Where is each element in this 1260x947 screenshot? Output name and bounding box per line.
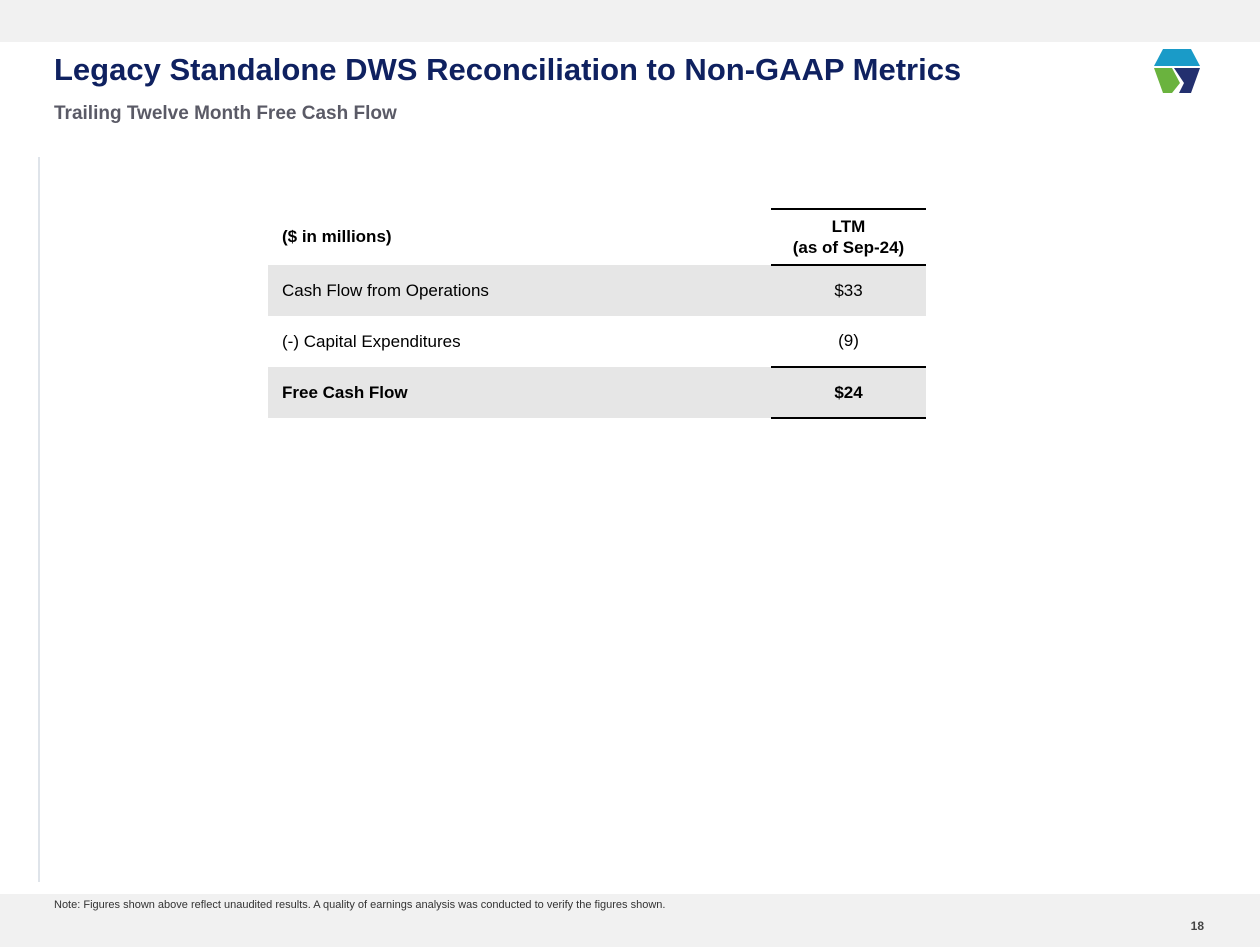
table-row-cash-flow-from-operations: Cash Flow from Operations $33 xyxy=(268,265,926,316)
row-label: Free Cash Flow xyxy=(268,367,771,418)
table-row-free-cash-flow: Free Cash Flow $24 xyxy=(268,366,926,419)
units-label: ($ in millions) xyxy=(282,227,392,246)
logo-teal-facet xyxy=(1154,49,1200,66)
page-number: 18 xyxy=(1190,919,1204,933)
top-band xyxy=(0,0,1260,42)
free-cash-flow-table: ($ in millions) LTM (as of Sep-24) Cash … xyxy=(268,208,926,419)
table-header-row: ($ in millions) LTM (as of Sep-24) xyxy=(268,208,926,266)
left-divider-rule xyxy=(38,157,40,882)
footer-band xyxy=(0,894,1260,947)
logo-green-facet xyxy=(1154,68,1180,93)
page-title: Legacy Standalone DWS Reconciliation to … xyxy=(54,52,962,87)
table-row-capital-expenditures: (-) Capital Expenditures (9) xyxy=(268,316,926,367)
page-subtitle: Trailing Twelve Month Free Cash Flow xyxy=(54,103,397,124)
row-value: $33 xyxy=(771,265,926,316)
row-value: $24 xyxy=(771,366,926,419)
ltm-header-line-2: (as of Sep-24) xyxy=(792,238,905,257)
ltm-column-header: LTM (as of Sep-24) xyxy=(771,208,926,266)
ltm-header-line-1: LTM xyxy=(831,217,866,236)
row-label: (-) Capital Expenditures xyxy=(282,331,461,351)
footnote: Note: Figures shown above reflect unaudi… xyxy=(54,899,666,911)
row-label: Cash Flow from Operations xyxy=(268,265,771,316)
logo-navy-facet xyxy=(1174,68,1200,93)
hexagon-logo-icon xyxy=(1154,49,1200,93)
row-value: (9) xyxy=(838,331,859,350)
